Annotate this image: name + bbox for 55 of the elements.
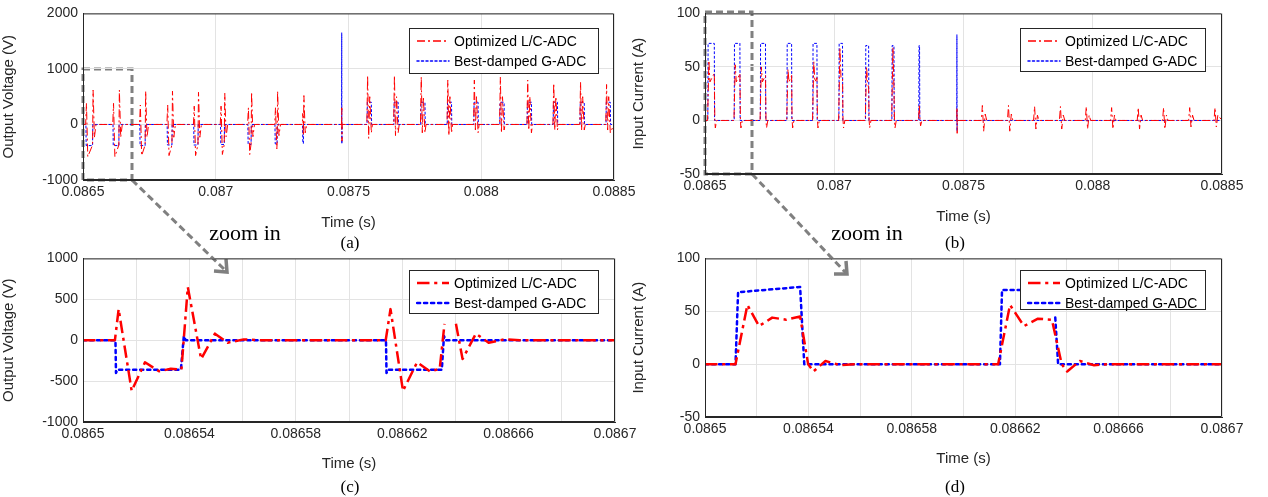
x-tick-label: 0.088 bbox=[1075, 177, 1111, 194]
text: (a) bbox=[340, 233, 360, 253]
legend-label: Best-damped G-ADC bbox=[454, 295, 587, 311]
x-tick-label: 0.08666 bbox=[483, 425, 535, 442]
x-axis-title: Time (s) bbox=[936, 449, 991, 467]
text: zoom in bbox=[209, 220, 281, 246]
x-tick-label: 0.0885 bbox=[1200, 177, 1244, 194]
y-tick-label: 50 bbox=[684, 57, 701, 74]
x-tick-label: 0.0885 bbox=[592, 183, 636, 200]
y-tick-label: 1000 bbox=[46, 59, 79, 76]
x-tick-label: 0.087 bbox=[816, 177, 852, 194]
x-tick-label: 0.08654 bbox=[783, 420, 834, 437]
line-series bbox=[83, 32, 614, 147]
x-tick-label: 0.088 bbox=[463, 183, 499, 200]
y-tick-label: 1000 bbox=[46, 249, 79, 266]
x-axis-title: Time (s) bbox=[321, 213, 376, 231]
x-tick-label: 0.0875 bbox=[327, 183, 371, 200]
y-tick-label: 500 bbox=[54, 290, 79, 307]
x-tick-label: 0.0867 bbox=[1200, 420, 1244, 437]
text: zoom in bbox=[831, 220, 903, 246]
text: (d) bbox=[945, 477, 965, 497]
text: (b) bbox=[945, 233, 965, 253]
x-tick-label: 0.08654 bbox=[164, 425, 215, 442]
x-tick-label: 0.08658 bbox=[270, 425, 322, 442]
y-axis-title: Input Current (A) bbox=[629, 281, 647, 394]
x-tick-label: 0.0867 bbox=[593, 425, 637, 442]
y-tick-label: 0 bbox=[692, 111, 701, 128]
x-axis-title: Time (s) bbox=[936, 207, 991, 225]
x-tick-label: 0.08666 bbox=[1093, 420, 1145, 437]
legend-label: Optimized L/C-ADC bbox=[1065, 275, 1188, 291]
x-tick-label: 0.087 bbox=[198, 183, 234, 200]
y-tick-label: 0 bbox=[692, 354, 701, 371]
legend-label: Optimized L/C-ADC bbox=[454, 275, 577, 291]
x-tick-label: 0.08658 bbox=[886, 420, 938, 437]
x-tick-label: 0.08662 bbox=[376, 425, 428, 442]
y-tick-label: 50 bbox=[684, 302, 701, 319]
legend-label: Best-damped G-ADC bbox=[454, 53, 587, 69]
legend-label: Best-damped G-ADC bbox=[1065, 295, 1198, 311]
y-tick-label: 0 bbox=[70, 331, 79, 348]
legend-label: Optimized L/C-ADC bbox=[454, 33, 577, 49]
y-tick-label: -500 bbox=[49, 371, 79, 388]
legend-label: Best-damped G-ADC bbox=[1065, 53, 1198, 69]
y-tick-label: 0 bbox=[70, 115, 79, 132]
x-axis-title: Time (s) bbox=[321, 454, 377, 472]
text: (c) bbox=[340, 477, 360, 497]
y-axis-title: Output Voltage (V) bbox=[0, 278, 17, 402]
x-tick-label: 0.0875 bbox=[942, 177, 986, 194]
y-tick-label: 100 bbox=[676, 4, 701, 21]
line-series bbox=[83, 75, 614, 158]
y-axis-title: Input Current (A) bbox=[629, 37, 647, 150]
y-axis-title: Output Voltage (V) bbox=[0, 34, 17, 159]
y-tick-label: 100 bbox=[676, 249, 701, 266]
x-tick-label: 0.08662 bbox=[989, 420, 1041, 437]
y-tick-label: 2000 bbox=[46, 4, 79, 21]
legend-label: Optimized L/C-ADC bbox=[1065, 33, 1188, 49]
